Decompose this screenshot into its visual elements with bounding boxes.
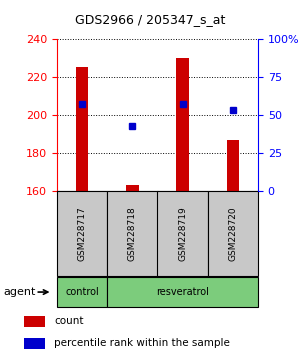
Bar [24, 316, 45, 327]
Text: GDS2966 / 205347_s_at: GDS2966 / 205347_s_at [75, 13, 225, 26]
Bar [126, 185, 139, 191]
Bar [226, 140, 239, 191]
Text: percentile rank within the sample: percentile rank within the sample [54, 338, 230, 348]
Bar [158, 191, 208, 276]
Text: resveratrol: resveratrol [156, 287, 209, 297]
Text: control: control [65, 287, 99, 297]
Bar [57, 277, 107, 307]
Text: GSM228718: GSM228718 [128, 206, 137, 261]
Text: agent: agent [3, 287, 35, 297]
Bar [176, 58, 189, 191]
Bar [24, 338, 45, 349]
Bar [57, 191, 107, 276]
Bar [76, 68, 88, 191]
Text: count: count [54, 316, 83, 326]
Bar [208, 191, 258, 276]
Text: GSM228717: GSM228717 [78, 206, 87, 261]
Bar [107, 277, 258, 307]
Bar [107, 191, 158, 276]
Text: GSM228720: GSM228720 [228, 206, 237, 261]
Text: GSM228719: GSM228719 [178, 206, 187, 261]
